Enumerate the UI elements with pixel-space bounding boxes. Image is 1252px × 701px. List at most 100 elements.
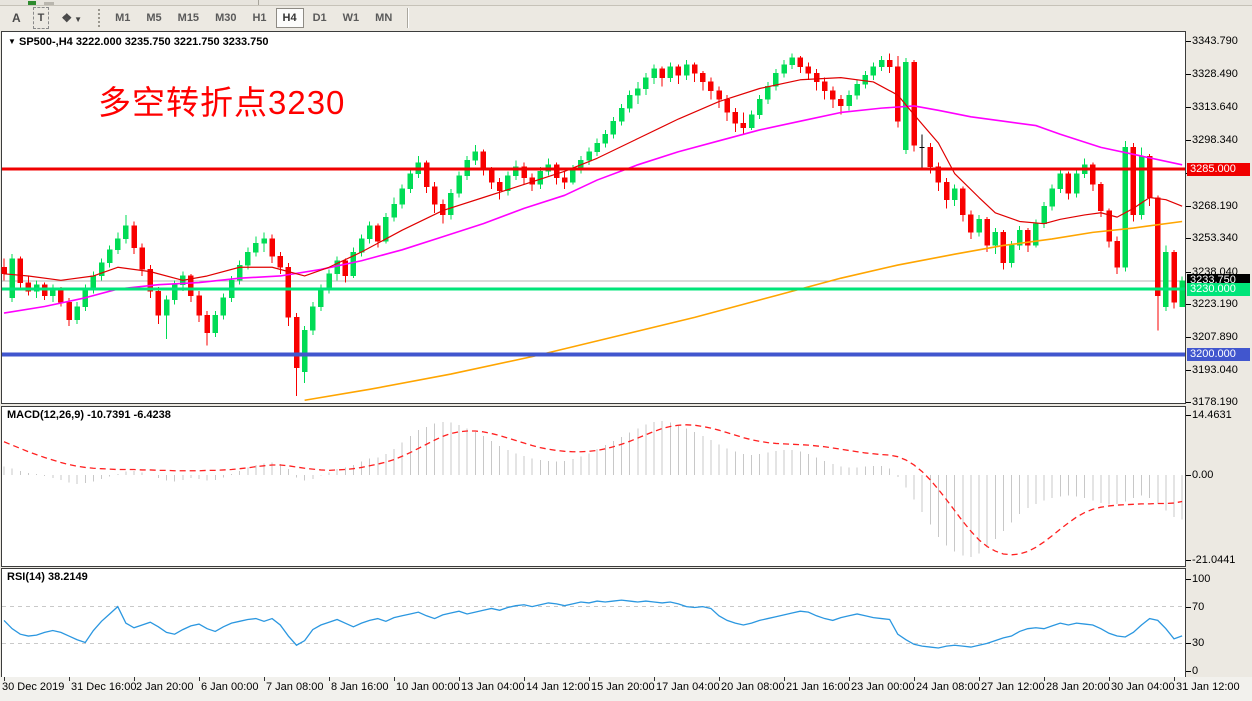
- rsi-axis-label-tick: [1186, 579, 1191, 580]
- timeframe-m15-button[interactable]: M15: [177, 12, 200, 24]
- timeframe-m1-button[interactable]: M1: [115, 12, 131, 24]
- symbol-ohlc-text: SP500-,H4 3222.000 3235.750 3221.750 323…: [18, 36, 269, 48]
- time-tick: [654, 677, 655, 681]
- diamonds-icon: ❖: [61, 11, 73, 25]
- rsi-axis-label-tick: [1186, 671, 1191, 672]
- price-tick-label: 3268.190: [1192, 200, 1238, 212]
- time-tick: [784, 677, 785, 681]
- rsi-axis-label: 70: [1192, 601, 1205, 613]
- timeframe-d1-button[interactable]: D1: [312, 12, 327, 24]
- time-tick: [979, 677, 980, 681]
- macd-axis-label: 14.4631: [1192, 409, 1232, 421]
- time-label: 21 Jan 16:00: [786, 681, 850, 693]
- time-label: 7 Jan 08:00: [266, 681, 324, 693]
- chart-symbol-title[interactable]: ▼ SP500-,H4 3222.000 3235.750 3221.750 3…: [8, 36, 269, 48]
- time-label: 30 Jan 04:00: [1111, 681, 1175, 693]
- time-tick: [329, 677, 330, 681]
- time-label: 20 Jan 08:00: [721, 681, 785, 693]
- hline-price-tag-3200: 3200.000: [1187, 348, 1250, 361]
- time-label: 31 Dec 16:00: [71, 681, 137, 693]
- time-tick: [69, 677, 70, 681]
- time-label: 28 Jan 20:00: [1046, 681, 1110, 693]
- top-toolbar-partial: [0, 0, 1252, 6]
- price-tick-label-tick: [1186, 140, 1191, 141]
- time-label: 27 Jan 12:00: [981, 681, 1045, 693]
- font-tool-button[interactable]: A: [12, 11, 21, 25]
- time-tick: [1109, 677, 1110, 681]
- time-tick: [394, 677, 395, 681]
- time-label: 14 Jan 12:00: [526, 681, 590, 693]
- chevron-down-icon: ▼: [74, 15, 83, 24]
- time-label: 30 Dec 2019: [2, 681, 65, 693]
- price-tick-label: 3193.040: [1192, 364, 1238, 376]
- time-tick: [1174, 677, 1175, 681]
- symbol-dropdown-icon[interactable]: ▼: [8, 37, 16, 46]
- pointer-style-tool-button[interactable]: ❖ ▼: [55, 7, 88, 29]
- chart-area[interactable]: [1, 31, 1186, 677]
- time-label: 15 Jan 20:00: [591, 681, 655, 693]
- price-tick-label: 3298.340: [1192, 134, 1238, 146]
- rsi-axis-label-tick: [1186, 607, 1191, 608]
- chart-annotation-text: 多空转折点3230: [98, 84, 346, 121]
- time-label: 24 Jan 08:00: [916, 681, 980, 693]
- time-label: 6 Jan 00:00: [201, 681, 259, 693]
- price-tick-label-tick: [1186, 304, 1191, 305]
- price-tick-label: 3328.490: [1192, 68, 1238, 80]
- time-axis[interactable]: 30 Dec 2019 31 Dec 16:00 2 Jan 20:00 6 Jan …: [0, 677, 1252, 701]
- rsi-axis-label-tick: [1186, 643, 1191, 644]
- partial-icon: [44, 2, 54, 5]
- partial-separator: [258, 0, 259, 5]
- timeframe-h4-button[interactable]: H4: [275, 8, 304, 28]
- time-tick: [4, 677, 5, 681]
- price-tick-label-tick: [1186, 74, 1191, 75]
- hline-price-tag-3230: 3230.000: [1187, 283, 1250, 296]
- macd-axis-label: 0.00: [1192, 469, 1214, 481]
- time-tick: [199, 677, 200, 681]
- macd-indicator-label: MACD(12,26,9) -10.7391 -6.4238: [7, 409, 171, 421]
- price-tick-label-tick: [1186, 41, 1191, 42]
- time-label: 8 Jan 16:00: [331, 681, 389, 693]
- time-label: 13 Jan 04:00: [461, 681, 525, 693]
- timeframe-w1-button[interactable]: W1: [342, 12, 360, 24]
- partial-icon: [28, 1, 36, 5]
- hline-price-tag-3285: 3285.000: [1187, 163, 1250, 176]
- rsi-indicator-label: RSI(14) 38.2149: [7, 571, 88, 583]
- time-tick: [849, 677, 850, 681]
- macd-axis-label-tick: [1186, 415, 1191, 416]
- time-tick: [589, 677, 590, 681]
- price-tick-label-tick: [1186, 337, 1191, 338]
- rsi-axis-label: 0: [1192, 665, 1199, 677]
- price-tick-label: 3207.890: [1192, 331, 1238, 343]
- text-label-tool-button[interactable]: T: [32, 7, 50, 29]
- price-tick-label: 3313.640: [1192, 101, 1238, 113]
- toolbar: A T ❖ ▼ M1 M5 M15 M30 H1 H4 D1 W1 MN: [0, 5, 1252, 31]
- rsi-axis-label: 30: [1192, 637, 1205, 649]
- timeframe-m30-button[interactable]: M30: [215, 12, 237, 24]
- toolbar-separator: [407, 8, 410, 28]
- price-tick-label-tick: [1186, 370, 1191, 371]
- time-label: 2 Jan 20:00: [136, 681, 194, 693]
- time-tick: [1044, 677, 1045, 681]
- time-label: 10 Jan 00:00: [396, 681, 460, 693]
- timeframe-m5-button[interactable]: M5: [146, 12, 162, 24]
- price-tick-label: 3178.190: [1192, 396, 1238, 408]
- price-tick-label-tick: [1186, 238, 1191, 239]
- timeframe-mn-button[interactable]: MN: [375, 12, 393, 24]
- time-label: 17 Jan 04:00: [656, 681, 720, 693]
- macd-axis-label: -21.0441: [1192, 554, 1236, 566]
- time-tick: [914, 677, 915, 681]
- rsi-axis-label: 100: [1192, 573, 1211, 585]
- time-tick: [134, 677, 135, 681]
- macd-axis-label-tick: [1186, 560, 1191, 561]
- price-tick-label-tick: [1186, 107, 1191, 108]
- time-tick: [459, 677, 460, 681]
- price-tick-label-tick: [1186, 206, 1191, 207]
- price-tick-label: 3343.790: [1192, 35, 1238, 47]
- timeframe-h1-button[interactable]: H1: [252, 12, 267, 24]
- price-tick-label-tick: [1186, 402, 1191, 403]
- toolbar-grip[interactable]: [98, 9, 101, 27]
- time-tick: [524, 677, 525, 681]
- time-tick: [264, 677, 265, 681]
- time-label: 23 Jan 00:00: [851, 681, 915, 693]
